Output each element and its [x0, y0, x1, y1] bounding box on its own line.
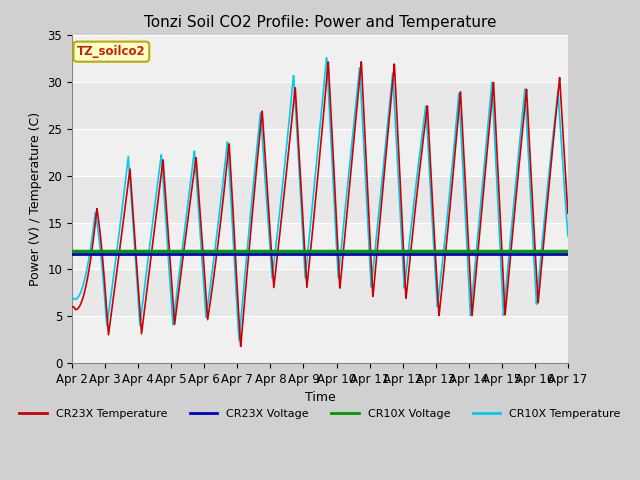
- Y-axis label: Power (V) / Temperature (C): Power (V) / Temperature (C): [29, 112, 42, 286]
- Title: Tonzi Soil CO2 Profile: Power and Temperature: Tonzi Soil CO2 Profile: Power and Temper…: [144, 15, 496, 30]
- Bar: [72, 176, 568, 223]
- CR10X Temperature: [555, 96, 563, 102]
- Text: TZ_soilco2: TZ_soilco2: [77, 45, 146, 58]
- CR23X Temperature: [564, 210, 572, 216]
- Bar: [72, 82, 568, 129]
- Bar: [72, 269, 568, 316]
- Line: CR10X Temperature: CR10X Temperature: [72, 58, 568, 340]
- CR23X Temperature: [280, 193, 288, 199]
- CR10X Temperature: [323, 55, 330, 60]
- CR23X Temperature: [357, 59, 365, 65]
- Bar: [72, 316, 568, 363]
- Bar: [72, 36, 568, 82]
- Bar: [72, 129, 568, 176]
- CR23X Temperature: [237, 344, 244, 349]
- CR10X Temperature: [236, 337, 243, 343]
- CR23X Temperature: [125, 176, 132, 182]
- Bar: [72, 223, 568, 269]
- CR10X Temperature: [280, 170, 288, 176]
- Line: CR23X Temperature: CR23X Temperature: [72, 62, 568, 347]
- CR10X Temperature: [125, 158, 132, 164]
- CR10X Temperature: [564, 233, 572, 239]
- CR10X Temperature: [68, 295, 76, 300]
- CR23X Temperature: [501, 312, 509, 318]
- Legend: CR23X Temperature, CR23X Voltage, CR10X Voltage, CR10X Temperature: CR23X Temperature, CR23X Voltage, CR10X …: [15, 404, 625, 423]
- CR10X Temperature: [154, 177, 162, 182]
- CR23X Temperature: [68, 304, 76, 310]
- CR10X Temperature: [259, 137, 266, 143]
- CR10X Temperature: [501, 295, 509, 300]
- X-axis label: Time: Time: [305, 391, 335, 404]
- CR23X Temperature: [154, 197, 162, 203]
- CR23X Temperature: [555, 86, 563, 92]
- CR23X Temperature: [259, 111, 266, 117]
